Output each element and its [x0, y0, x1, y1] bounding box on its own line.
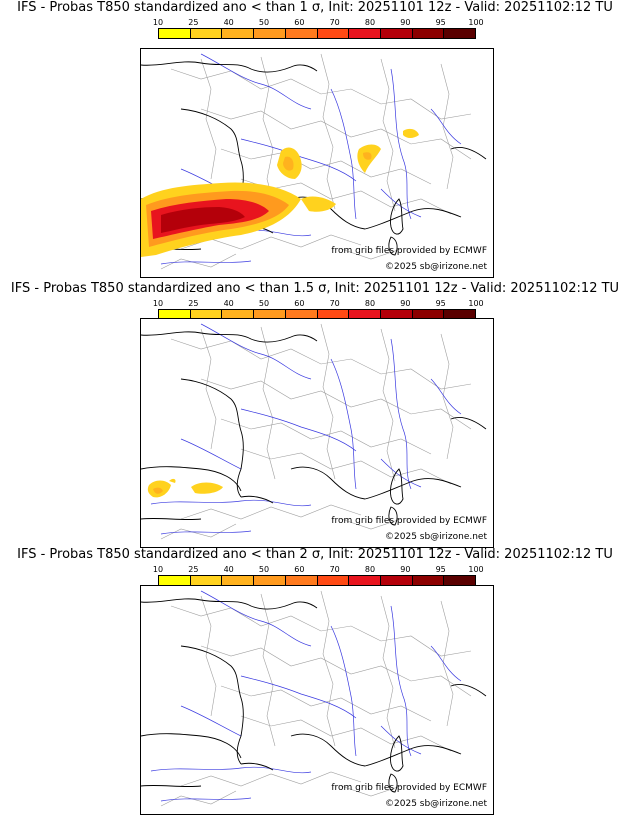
- colorbar-tick-label: 25: [188, 565, 199, 574]
- france-basemap: [141, 323, 487, 540]
- forecast-map[interactable]: from grib files provided by ECMWF ©2025 …: [140, 585, 494, 815]
- forecast-panel-2sigma: IFS - Probas T850 standardized ano < tha…: [0, 547, 630, 817]
- forecast-map[interactable]: from grib files provided by ECMWF ©2025 …: [140, 48, 494, 278]
- colorbar-segment: [317, 576, 350, 585]
- colorbar-segment: [190, 310, 223, 319]
- probability-area-southwest-spain: [141, 182, 336, 257]
- colorbar-segment: [317, 29, 350, 38]
- forecast-map[interactable]: from grib files provided by ECMWF ©2025 …: [140, 318, 494, 548]
- colorbar-tick-label: 95: [435, 299, 446, 308]
- colorbar-segment: [380, 576, 413, 585]
- colorbar-tick-label: 25: [188, 299, 199, 308]
- colorbar-tick-label: 70: [329, 565, 340, 574]
- admin-borders: [160, 590, 472, 807]
- source-credit: from grib files provided by ECMWF: [331, 516, 487, 526]
- copyright-label: ©2025 sb@irizone.net: [385, 262, 487, 272]
- source-credit: from grib files provided by ECMWF: [331, 783, 487, 793]
- colorbar-segment: [159, 576, 191, 585]
- colorbar-segment: [444, 310, 476, 319]
- probability-area-spain: [147, 478, 223, 498]
- colorbar-tick-label: 60: [294, 565, 305, 574]
- forecast-panel-1sigma: IFS - Probas T850 standardized ano < tha…: [0, 0, 630, 278]
- forecast-panel-1-5sigma: IFS - Probas T850 standardized ano < tha…: [0, 281, 630, 551]
- source-credit: from grib files provided by ECMWF: [331, 246, 487, 256]
- colorbar-tick-label: 50: [258, 18, 270, 27]
- france-basemap: [141, 590, 487, 807]
- colorbar-tick-label: 80: [364, 299, 376, 308]
- colorbar-segment: [349, 29, 381, 38]
- colorbar-segment: [285, 310, 318, 319]
- probability-area-alps: [357, 128, 419, 173]
- colorbar-tick-label: 80: [364, 565, 376, 574]
- colorbar-tick-label: 25: [188, 18, 199, 27]
- colorbar-segment: [254, 310, 286, 319]
- colorbar-segment: [190, 576, 223, 585]
- colorbar-segment: [444, 576, 476, 585]
- probability-overlay: [141, 128, 419, 257]
- colorbar-tick-label: 70: [329, 18, 340, 27]
- colorbar-tick-label: 100: [468, 18, 484, 27]
- colorbar-segment: [412, 576, 445, 585]
- colorbar-tick-label: 100: [468, 299, 484, 308]
- colorbar-tick-label: 90: [400, 565, 411, 574]
- probability-colorbar: 10 25 40 50 60 70 80 90 95 100: [153, 18, 484, 40]
- colorbar-segment: [159, 310, 191, 319]
- colorbar-segment: [412, 310, 445, 319]
- colorbar-tick-label: 60: [294, 18, 305, 27]
- copyright-label: ©2025 sb@irizone.net: [385, 799, 487, 809]
- colorbar-tick-label: 60: [294, 299, 305, 308]
- colorbar-segment: [222, 310, 255, 319]
- probability-colorbar: 10 25 40 50 60 70 80 90 95 100: [153, 299, 484, 321]
- coastline: [141, 598, 487, 793]
- colorbar-segment: [222, 576, 255, 585]
- rivers: [150, 323, 462, 535]
- colorbar-tick-label: 40: [223, 18, 234, 27]
- colorbar-tick-label: 50: [258, 299, 270, 308]
- probability-overlay: [147, 478, 223, 498]
- colorbar-tick-label: 100: [468, 565, 484, 574]
- panel-title: IFS - Probas T850 standardized ano < tha…: [17, 547, 613, 562]
- colorbar-tick-label: 50: [258, 565, 270, 574]
- probability-area-massif-central: [277, 147, 302, 179]
- copyright-label: ©2025 sb@irizone.net: [385, 532, 487, 542]
- colorbar-segment: [380, 29, 413, 38]
- colorbar-tick-label: 70: [329, 299, 340, 308]
- panel-title: IFS - Probas T850 standardized ano < tha…: [10, 281, 620, 296]
- colorbar-segment: [349, 576, 381, 585]
- colorbar-segment: [285, 29, 318, 38]
- colorbar-segment: [285, 576, 318, 585]
- colorbar-tick-label: 10: [152, 18, 164, 27]
- colorbar-segment: [317, 310, 350, 319]
- colorbar-segment: [254, 576, 286, 585]
- colorbar-tick-label: 40: [223, 299, 234, 308]
- probability-colorbar: 10 25 40 50 60 70 80 90 95 100: [153, 565, 484, 587]
- colorbar-tick-label: 10: [152, 565, 164, 574]
- admin-borders: [160, 323, 472, 540]
- colorbar-segment: [444, 29, 476, 38]
- colorbar-tick-label: 90: [400, 18, 411, 27]
- colorbar-segment: [190, 29, 223, 38]
- colorbar-tick-label: 80: [364, 18, 376, 27]
- colorbar-tick-label: 10: [152, 299, 164, 308]
- rivers: [150, 590, 462, 802]
- colorbar-segment: [349, 310, 381, 319]
- colorbar-segment: [159, 29, 191, 38]
- colorbar-segment: [380, 310, 413, 319]
- colorbar-segment: [254, 29, 286, 38]
- colorbar-tick-label: 95: [435, 565, 446, 574]
- colorbar-segment: [222, 29, 255, 38]
- colorbar-tick-label: 90: [400, 299, 411, 308]
- colorbar-tick-label: 40: [223, 565, 234, 574]
- colorbar-tick-label: 95: [435, 18, 446, 27]
- coastline: [141, 331, 487, 526]
- panel-title: IFS - Probas T850 standardized ano < tha…: [17, 0, 613, 15]
- colorbar-segment: [412, 29, 445, 38]
